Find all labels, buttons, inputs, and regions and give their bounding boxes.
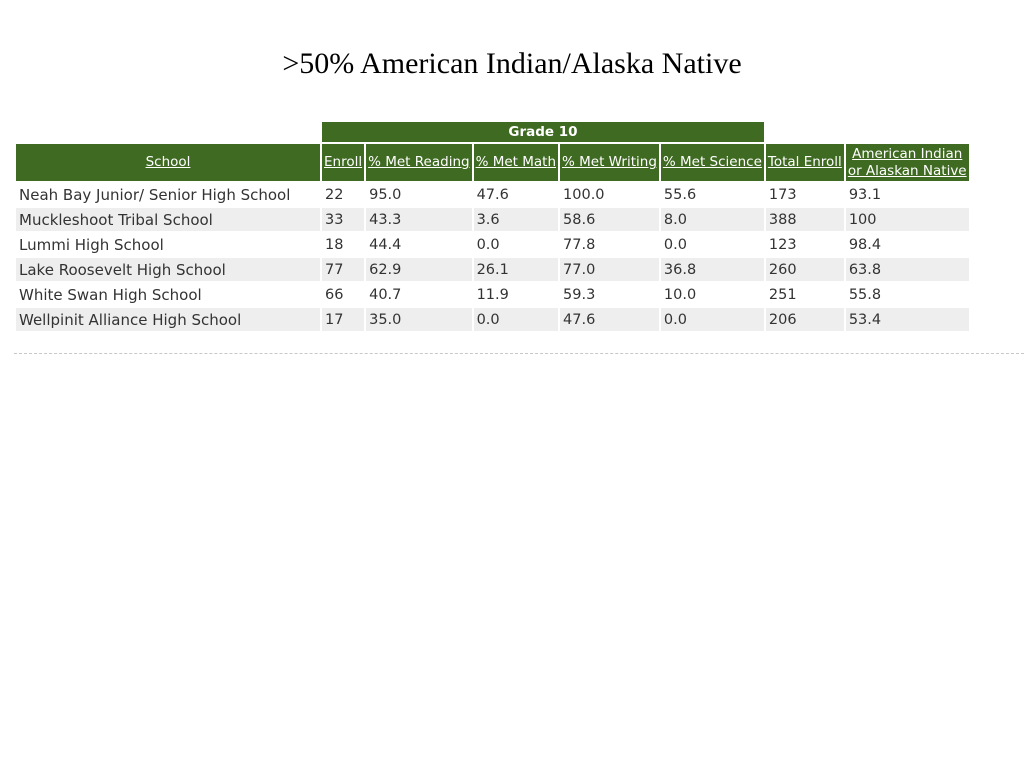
met-writing-cell: 77.8 [560,233,659,256]
met-math-cell: 26.1 [473,258,559,281]
total-enroll-column-header: Total Enroll [765,144,844,181]
aian-percent-cell: 63.8 [845,258,969,281]
school-column-header: School [16,144,320,181]
aian-percent-cell: 100 [845,208,969,231]
met-writing-cell: 58.6 [560,208,659,231]
school-name-cell: Neah Bay Junior/ Senior High School [16,183,320,206]
aian-percent-cell: 98.4 [845,233,969,256]
sort-by-total-enroll-link[interactable]: Total Enroll [767,154,842,170]
enroll-cell: 18 [322,233,365,256]
met-math-cell: 47.6 [473,183,559,206]
table-row: Wellpinit Alliance High School 17 35.0 0… [16,308,969,331]
met-science-cell: 0.0 [660,308,764,331]
table-row: Muckleshoot Tribal School 33 43.3 3.6 58… [16,208,969,231]
sort-by-aian-link[interactable]: American Indian or Alaskan Native [848,146,967,179]
met-reading-cell: 43.3 [366,208,472,231]
enroll-cell: 17 [322,308,365,331]
aian-header-line-1: American Indian [852,145,963,162]
met-science-cell: 36.8 [660,258,764,281]
met-writing-cell: 47.6 [560,308,659,331]
blank-header-cell [766,122,969,142]
table-bottom-divider [14,353,1024,354]
met-science-cell: 8.0 [660,208,764,231]
blank-header-cell [16,122,320,142]
enroll-cell: 33 [322,208,365,231]
met-science-cell: 0.0 [660,233,764,256]
slide-title: >50% American Indian/Alaska Native [282,47,742,80]
sort-by-met-writing-link[interactable]: % Met Writing [562,154,657,170]
sort-by-school-link[interactable]: School [145,154,191,170]
met-reading-cell: 40.7 [366,283,472,306]
met-math-cell: 3.6 [473,208,559,231]
sort-by-met-reading-link[interactable]: % Met Reading [368,154,470,170]
met-writing-cell: 100.0 [560,183,659,206]
sort-by-met-science-link[interactable]: % Met Science [662,154,762,170]
aian-percent-cell: 53.4 [845,308,969,331]
total-enroll-cell: 260 [765,258,844,281]
met-math-cell: 11.9 [473,283,559,306]
sort-by-enroll-link[interactable]: Enroll [324,154,363,170]
grade-group-row: Grade 10 [16,122,969,142]
aian-column-header: American Indian or Alaskan Native [845,144,969,181]
table-row: White Swan High School 66 40.7 11.9 59.3… [16,283,969,306]
met-reading-column-header: % Met Reading [366,144,472,181]
school-results-table: Grade 10 School Enroll % Met Reading % M… [14,120,971,333]
school-name-cell: Wellpinit Alliance High School [16,308,320,331]
school-name-cell: Lake Roosevelt High School [16,258,320,281]
met-writing-cell: 59.3 [560,283,659,306]
school-name-cell: White Swan High School [16,283,320,306]
met-reading-cell: 95.0 [366,183,472,206]
met-science-column-header: % Met Science [660,144,764,181]
met-reading-cell: 44.4 [366,233,472,256]
column-header-row: School Enroll % Met Reading % Met Math %… [16,144,969,181]
met-reading-cell: 35.0 [366,308,472,331]
table-row: Lummi High School 18 44.4 0.0 77.8 0.0 1… [16,233,969,256]
table-row: Neah Bay Junior/ Senior High School 22 9… [16,183,969,206]
met-math-cell: 0.0 [473,233,559,256]
aian-percent-cell: 55.8 [845,283,969,306]
total-enroll-cell: 123 [765,233,844,256]
total-enroll-cell: 251 [765,283,844,306]
enroll-cell: 77 [322,258,365,281]
total-enroll-cell: 388 [765,208,844,231]
met-reading-cell: 62.9 [366,258,472,281]
total-enroll-cell: 206 [765,308,844,331]
met-science-cell: 10.0 [660,283,764,306]
enroll-cell: 66 [322,283,365,306]
table-row: Lake Roosevelt High School 77 62.9 26.1 … [16,258,969,281]
school-name-cell: Lummi High School [16,233,320,256]
met-math-column-header: % Met Math [473,144,559,181]
enroll-cell: 22 [322,183,365,206]
enroll-column-header: Enroll [322,144,365,181]
met-writing-column-header: % Met Writing [560,144,659,181]
met-math-cell: 0.0 [473,308,559,331]
sort-by-met-math-link[interactable]: % Met Math [475,154,557,170]
aian-percent-cell: 93.1 [845,183,969,206]
total-enroll-cell: 173 [765,183,844,206]
met-science-cell: 55.6 [660,183,764,206]
school-name-cell: Muckleshoot Tribal School [16,208,320,231]
grade-10-header: Grade 10 [322,122,764,142]
met-writing-cell: 77.0 [560,258,659,281]
aian-header-line-2: or Alaskan Native [847,162,967,179]
